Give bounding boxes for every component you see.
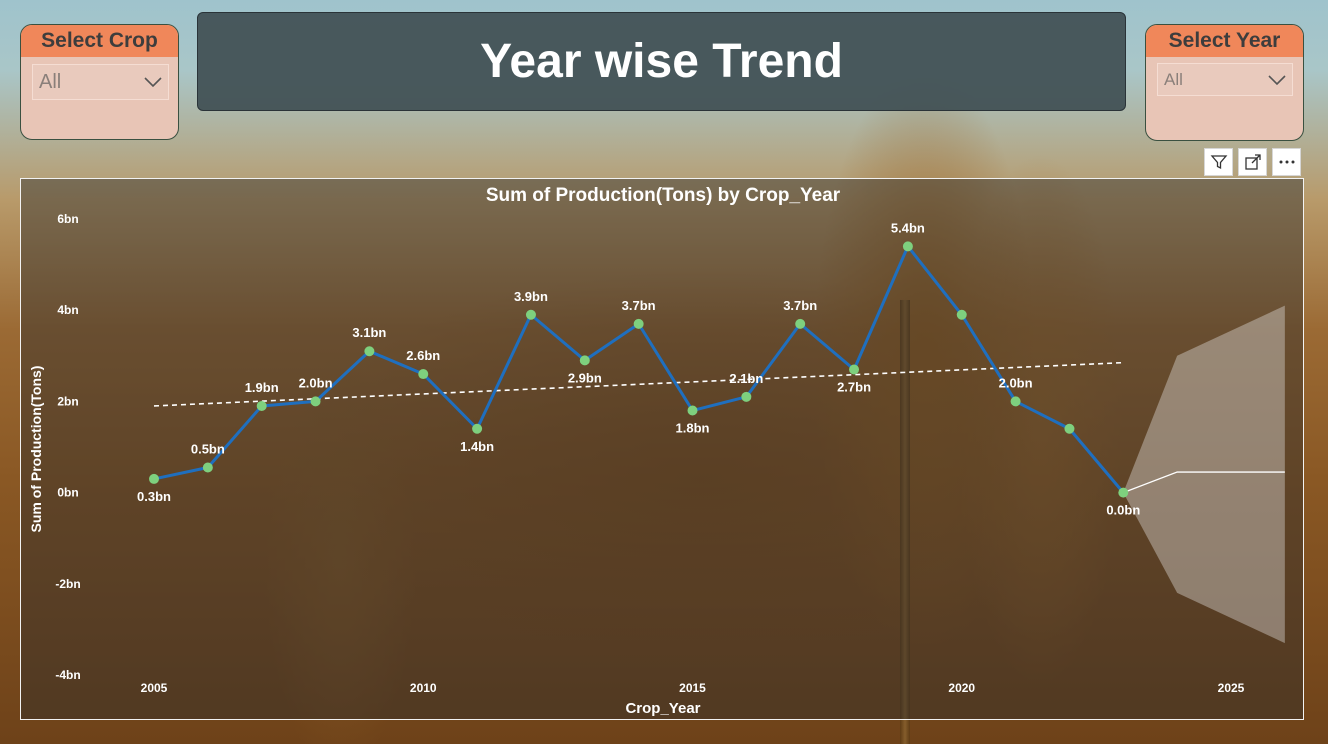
data-point [579,355,590,366]
chevron-down-icon [144,77,162,88]
page-title: Year wise Trend [480,35,843,88]
data-label: 2.1bn [729,371,763,386]
y-axis-title: Sum of Production(Tons) [28,366,44,533]
filter-icon [1210,155,1227,170]
data-label: 5.4bn [891,220,925,235]
title-banner: Year wise Trend [197,12,1126,111]
focus-mode-icon [1244,154,1261,170]
more-options-button[interactable] [1272,148,1301,176]
data-label: 1.9bn [245,380,279,395]
x-tick-label: 2020 [948,681,975,695]
data-point [418,369,429,380]
data-point [310,396,321,407]
y-tick-label: 6bn [57,212,78,226]
more-options-icon [1279,160,1294,164]
crop-dropdown[interactable]: All [32,64,169,100]
y-tick-label: 2bn [57,394,78,408]
data-label: 2.6bn [406,348,440,363]
x-tick-label: 2015 [679,681,706,695]
data-point [633,318,644,329]
background-wheat-stalk [900,300,910,744]
chart-title: Sum of Production(Tons) by Crop_Year [486,185,841,206]
forecast-band [1123,305,1285,644]
y-tick-label: -4bn [55,668,80,682]
data-point [256,400,267,411]
data-label: 2.0bn [999,375,1033,390]
data-point [149,473,159,484]
year-dropdown[interactable]: All [1157,63,1293,96]
x-axis-title: Crop_Year [625,700,700,717]
data-label: 2.7bn [837,379,871,394]
data-label: 3.9bn [514,289,548,304]
data-label: 2.0bn [299,375,333,390]
crop-dropdown-value: All [39,70,62,93]
data-label: 0.3bn [137,489,171,504]
filter-button[interactable] [1204,148,1233,176]
data-point [741,391,752,402]
data-point [956,309,967,320]
x-tick-label: 2005 [141,681,168,695]
year-slicer: Select Year All [1145,24,1304,141]
data-label: 1.8bn [676,421,710,436]
year-dropdown-value: All [1164,69,1183,89]
data-point [364,346,375,357]
data-point [472,423,483,434]
data-point [795,318,806,329]
data-label: 3.1bn [352,325,386,340]
line-chart-panel: Sum of Production(Tons) by Crop_Year Cro… [20,178,1304,720]
y-tick-label: 4bn [57,303,78,317]
data-point [902,241,913,252]
data-point [525,309,536,320]
y-tick-label: 0bn [57,486,78,500]
data-point [1118,487,1129,498]
x-tick-label: 2010 [410,681,437,695]
forecast-line [1123,471,1285,494]
data-label: 1.4bn [460,439,494,454]
focus-mode-button[interactable] [1238,148,1267,176]
crop-slicer: Select Crop All [20,24,179,140]
production-trend-chart: Sum of Production(Tons) by Crop_Year Cro… [28,185,1285,717]
data-point [849,364,860,375]
data-label: 0.5bn [191,442,225,457]
data-point [202,462,213,473]
y-tick-label: -2bn [55,577,80,591]
data-label: 0.0bn [1106,503,1140,518]
chevron-down-icon [1268,74,1286,85]
data-label: 2.9bn [568,370,602,385]
data-point [1010,396,1021,407]
year-slicer-title: Select Year [1146,25,1303,57]
data-label: 3.7bn [622,298,656,313]
data-point [687,405,698,416]
series-line [153,244,1125,494]
data-label: 3.7bn [783,298,817,313]
x-tick-label: 2025 [1218,681,1245,695]
crop-slicer-title: Select Crop [21,25,178,57]
data-point [1064,423,1075,434]
